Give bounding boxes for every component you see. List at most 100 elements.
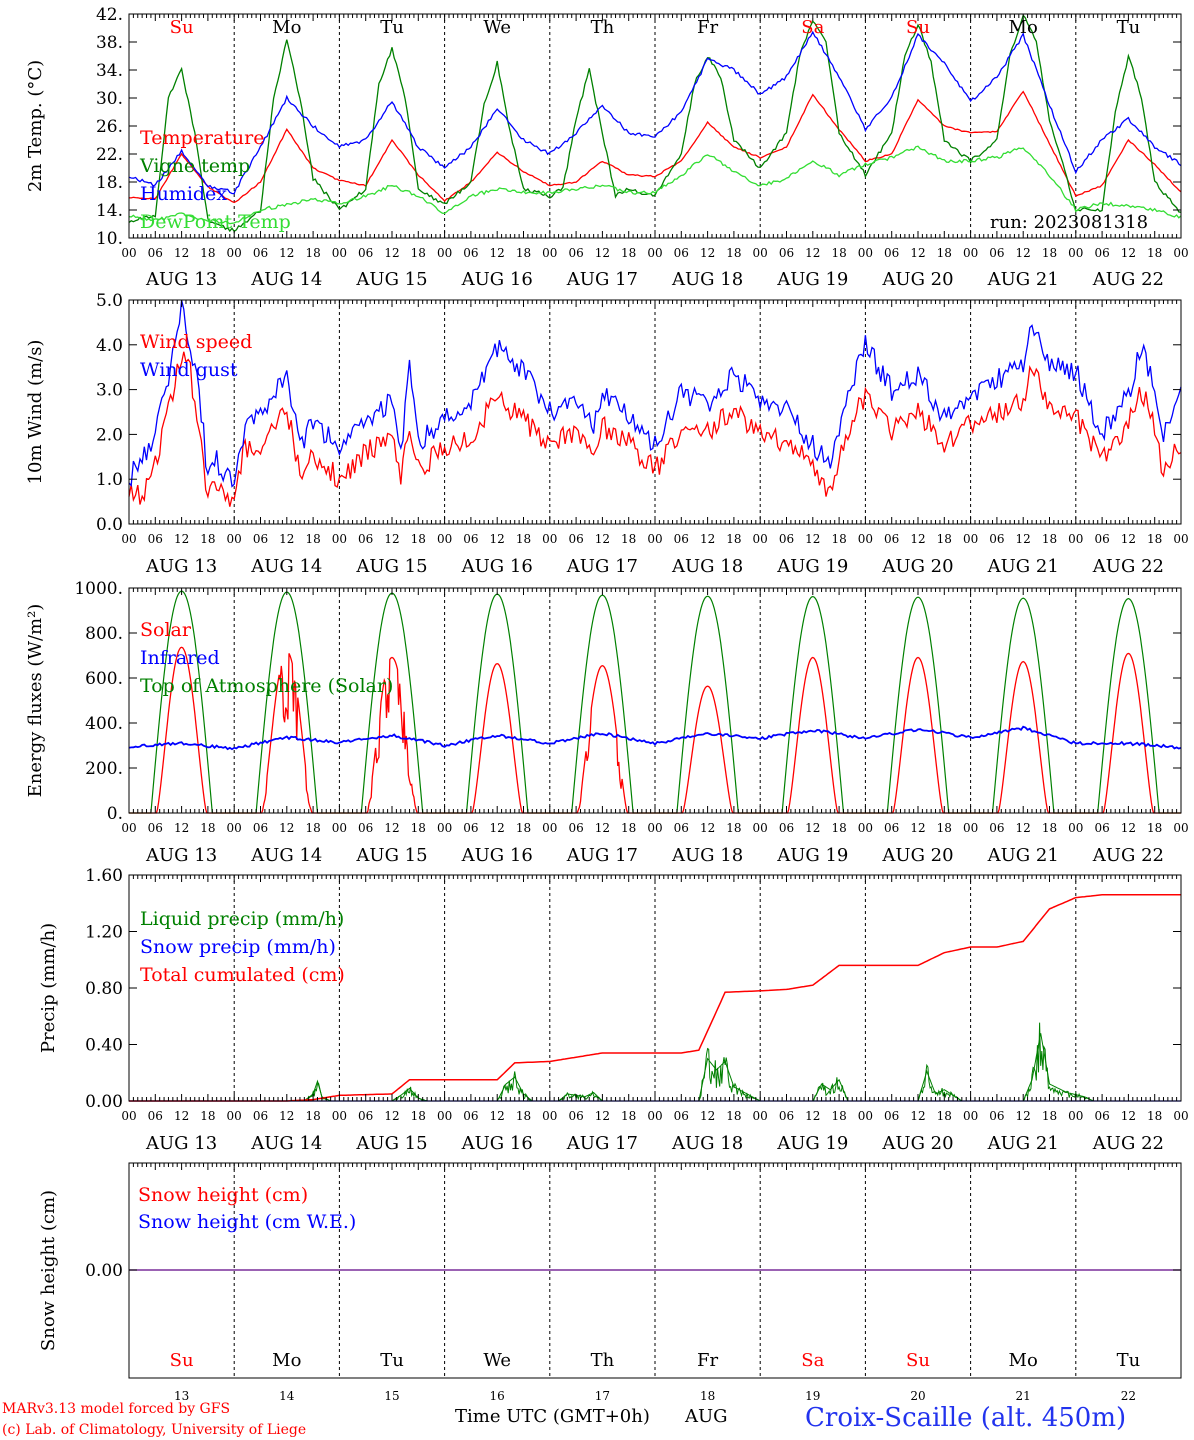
legend-entry: Total cumulated (cm) [140, 964, 345, 986]
hour-tick-label: 18 [411, 246, 426, 260]
hour-tick-label: 00 [1173, 821, 1188, 835]
date-label: AUG 17 [566, 845, 638, 866]
frame-layer [128, 13, 1182, 1379]
hour-tick-label: 00 [437, 821, 452, 835]
day-name-bottom: Mo [272, 1350, 301, 1371]
hour-tick-label: 06 [463, 821, 478, 835]
hour-tick-label: 06 [148, 821, 163, 835]
date-label: AUG 16 [461, 269, 533, 290]
day-name-top: Sa [801, 17, 824, 38]
hour-tick-label: 00 [753, 821, 768, 835]
y-tick-label: 200. [85, 759, 123, 779]
hour-tick-label: 18 [831, 246, 846, 260]
date-label: AUG 13 [145, 845, 217, 866]
hour-tick-label: 18 [937, 821, 952, 835]
hour-tick-label: 06 [989, 532, 1004, 546]
date-label: AUG 22 [1092, 556, 1164, 577]
hour-tick-label: 18 [516, 246, 531, 260]
hour-tick-label: 18 [411, 821, 426, 835]
hour-tick-label: 00 [858, 821, 873, 835]
hour-tick-label: 00 [437, 1109, 452, 1123]
hour-tick-label: 18 [726, 821, 741, 835]
hour-tick-label: 00 [647, 1109, 662, 1123]
hour-tick-label: 12 [700, 246, 715, 260]
hour-tick-label: 06 [1094, 246, 1109, 260]
hour-tick-label: 00 [963, 1109, 978, 1123]
hour-tick-label: 12 [805, 821, 820, 835]
day-name-top: Tu [380, 17, 404, 38]
hour-tick-label: 18 [1042, 1109, 1057, 1123]
legend-entry: Humidex [140, 183, 227, 205]
date-label: AUG 18 [671, 556, 743, 577]
day-number: 19 [805, 1389, 820, 1403]
footer-model-line: MARv3.13 model forced by GFS [2, 1401, 230, 1417]
day-number: 16 [490, 1389, 505, 1403]
date-label: AUG 20 [881, 269, 953, 290]
day-name-top: Th [591, 17, 615, 38]
hour-tick-label: 00 [753, 1109, 768, 1123]
day-name-bottom: Su [906, 1350, 930, 1371]
legend-entry: Snow precip (mm/h) [140, 936, 336, 958]
y-tick-label: 14. [96, 201, 123, 221]
hour-tick-label: 12 [1016, 1109, 1031, 1123]
y-tick-label: 800. [85, 624, 123, 644]
hour-tick-label: 12 [1121, 246, 1136, 260]
hour-tick-label: 00 [647, 821, 662, 835]
date-label: AUG 14 [250, 845, 322, 866]
date-label: AUG 19 [776, 556, 848, 577]
series-line-dewpoint-temp [128, 145, 1182, 225]
y-tick-label: 1.20 [85, 923, 123, 943]
hour-tick-label: 00 [647, 246, 662, 260]
legend-entry: Infrared [140, 647, 220, 669]
day-name-top: Su [906, 17, 930, 38]
hour-tick-label: 06 [779, 821, 794, 835]
hour-tick-label: 18 [937, 1109, 952, 1123]
date-label: AUG 16 [461, 1133, 533, 1154]
day-number: 14 [279, 1389, 295, 1403]
hour-tick-label: 06 [989, 246, 1004, 260]
hour-tick-label: 18 [621, 532, 636, 546]
month-label: AUG [684, 1406, 728, 1427]
hour-tick-label: 12 [910, 246, 925, 260]
y-axis-label: Snow height (cm) [38, 1190, 59, 1351]
date-label: AUG 13 [145, 269, 217, 290]
hour-tick-label: 18 [726, 246, 741, 260]
hour-tick-label: 12 [490, 821, 505, 835]
hour-tick-label: 00 [647, 532, 662, 546]
hour-tick-label: 00 [437, 532, 452, 546]
hour-tick-label: 12 [1121, 821, 1136, 835]
hour-tick-label: 00 [858, 1109, 873, 1123]
y-tick-label: 30. [96, 89, 123, 109]
hour-tick-label: 00 [1068, 246, 1083, 260]
hour-tick-label: 06 [674, 1109, 689, 1123]
day-number: 20 [910, 1389, 925, 1403]
hour-tick-label: 18 [411, 1109, 426, 1123]
hour-tick-label: 06 [884, 821, 899, 835]
hour-tick-label: 06 [253, 246, 268, 260]
date-label: AUG 16 [461, 556, 533, 577]
legend-entry: Liquid precip (mm/h) [140, 908, 344, 930]
date-label: AUG 17 [566, 556, 638, 577]
hour-tick-label: 00 [332, 532, 347, 546]
hour-tick-label: 12 [279, 1109, 294, 1123]
legend-entry: Snow height (cm W.E.) [138, 1211, 356, 1233]
hour-tick-label: 06 [253, 532, 268, 546]
y-tick-label: 1000. [74, 579, 123, 599]
date-label: AUG 19 [776, 1133, 848, 1154]
hour-tick-label: 12 [174, 532, 189, 546]
hour-tick-label: 12 [805, 246, 820, 260]
hour-tick-label: 18 [621, 1109, 636, 1123]
hour-tick-label: 12 [279, 246, 294, 260]
date-label: AUG 22 [1092, 1133, 1164, 1154]
date-label: AUG 21 [987, 1133, 1059, 1154]
hour-tick-label: 18 [411, 532, 426, 546]
day-name-top: We [483, 17, 511, 38]
y-tick-label: 400. [85, 714, 123, 734]
hour-tick-label: 06 [358, 821, 373, 835]
series-line-vigne-temp [128, 13, 1182, 233]
hour-tick-label: 00 [858, 246, 873, 260]
date-label: AUG 19 [776, 845, 848, 866]
hour-tick-label: 12 [174, 1109, 189, 1123]
series-line-wind-gust [128, 299, 1182, 488]
hour-tick-label: 18 [305, 821, 320, 835]
